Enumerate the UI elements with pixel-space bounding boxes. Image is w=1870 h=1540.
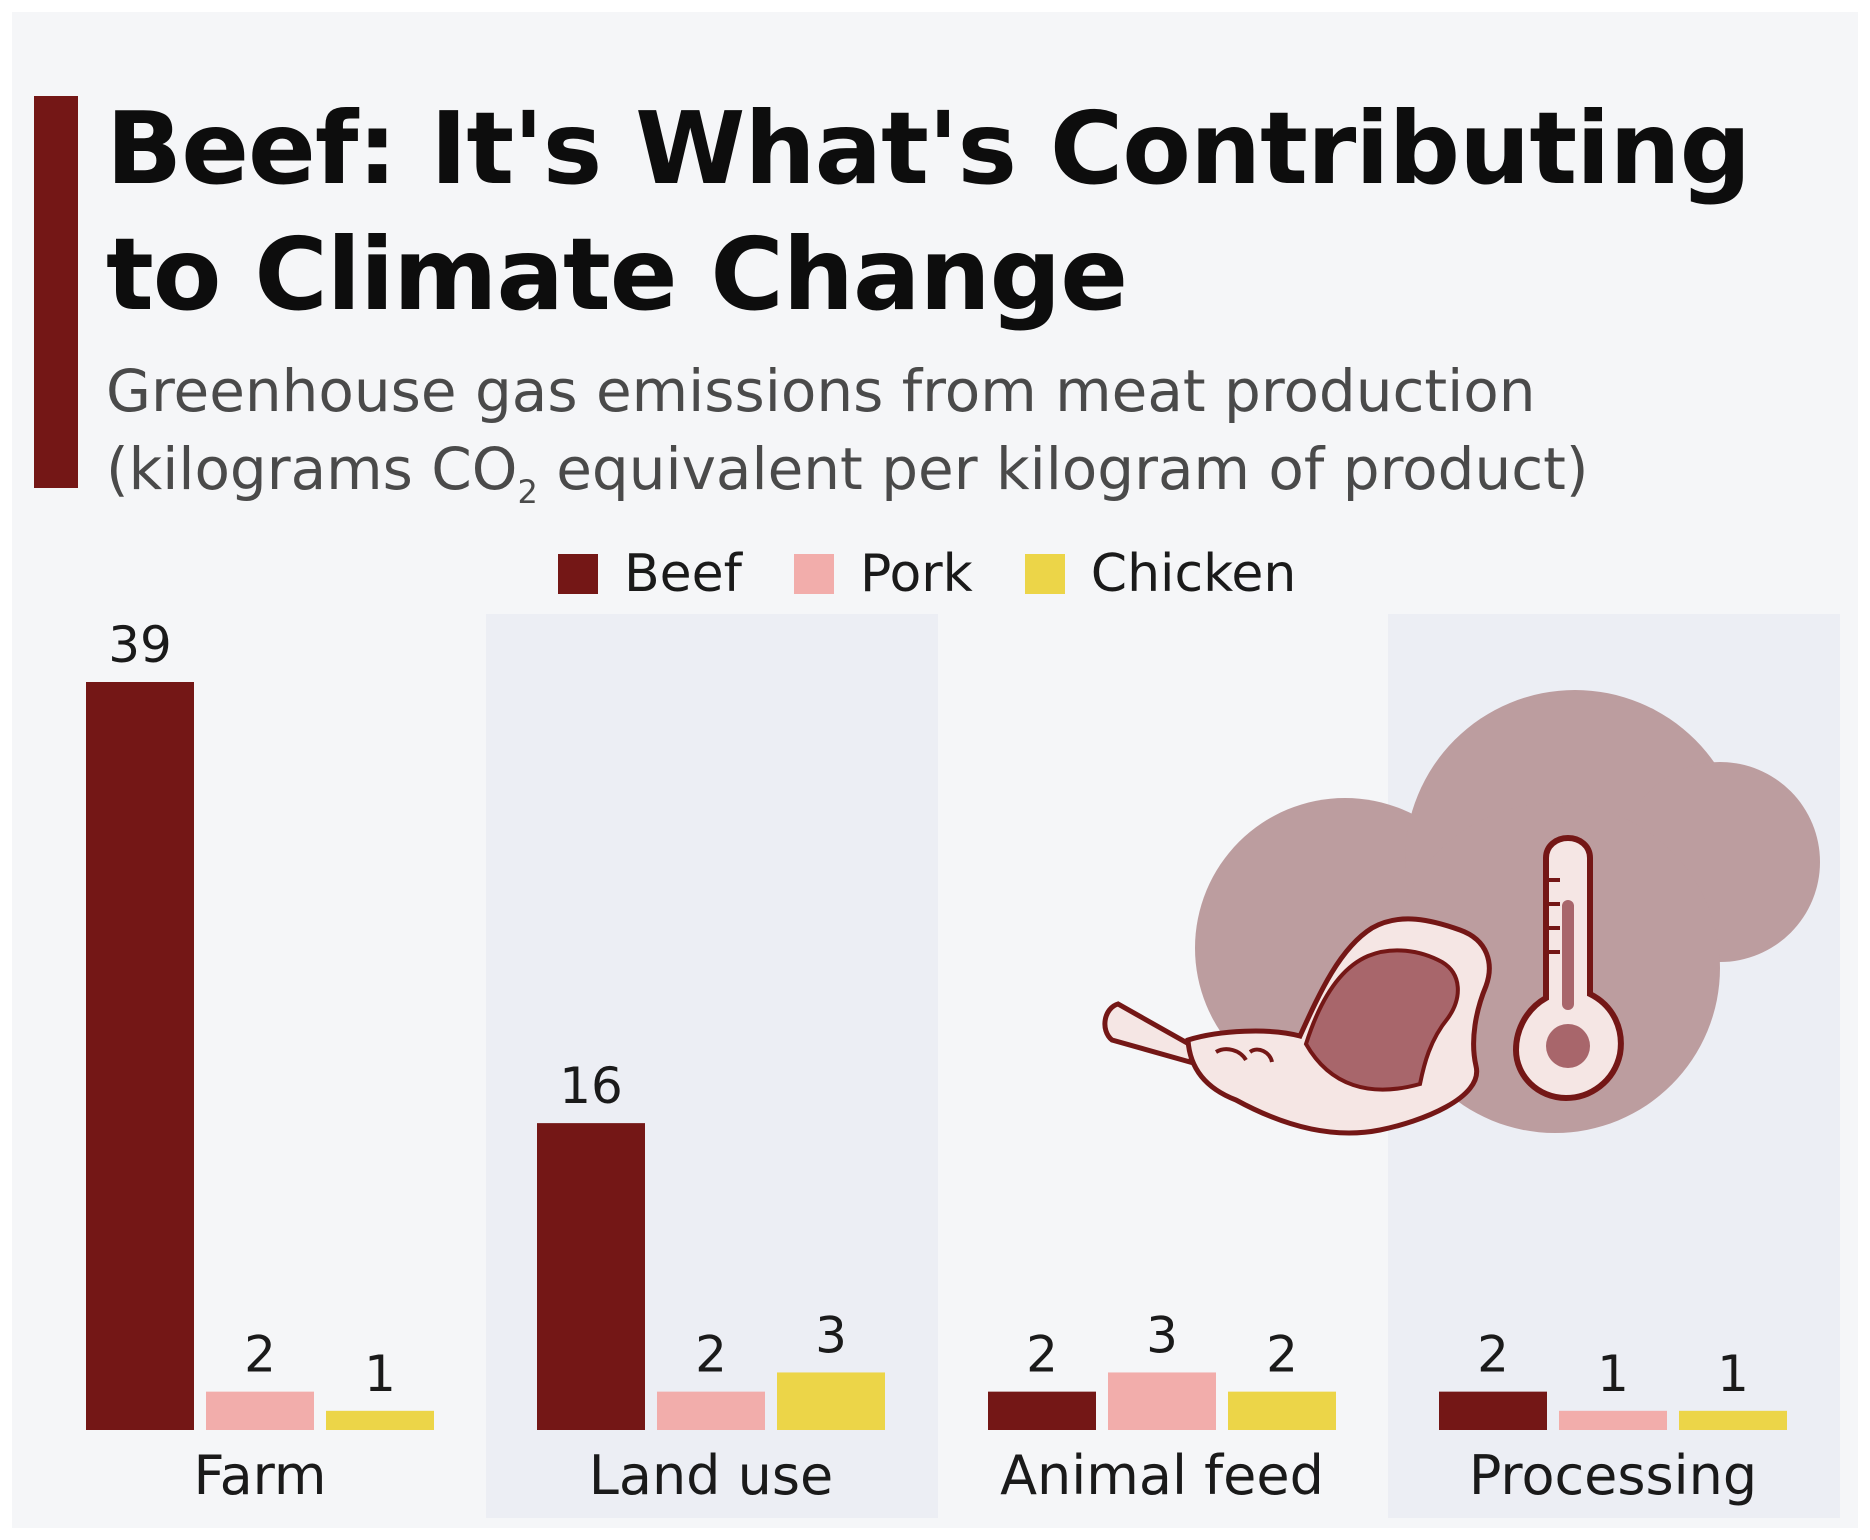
- legend-item-chicken: Chicken: [1024, 544, 1297, 604]
- title-accent-bar: [34, 96, 78, 488]
- illustration: [1102, 690, 1820, 1136]
- subtitle-unit-subscript: 2: [517, 473, 538, 511]
- category-label-animal-feed: Animal feed: [1000, 1444, 1324, 1507]
- subtitle-line-2: (kilograms CO2 equivalent per kilogram o…: [106, 430, 1806, 508]
- value-label-processing-pork: 1: [1597, 1345, 1629, 1403]
- legend-swatch-chicken: [1024, 554, 1065, 594]
- legend-label-pork: Pork: [859, 544, 973, 604]
- category-label-farm: Farm: [193, 1444, 326, 1507]
- legend-swatch-beef: [558, 554, 598, 594]
- bar-land-use-chicken: [777, 1372, 885, 1430]
- bar-processing-pork: [1559, 1410, 1667, 1430]
- chart-subtitle: Greenhouse gas emissions from meat produ…: [106, 352, 1806, 508]
- category-label-land-use: Land use: [589, 1444, 833, 1507]
- chart-legend: Beef Pork Chicken: [558, 544, 1296, 604]
- value-label-farm-chicken: 1: [364, 1345, 396, 1403]
- value-label-animal-feed-beef: 2: [1026, 1326, 1058, 1384]
- category-label-processing: Processing: [1469, 1444, 1757, 1507]
- value-label-farm-pork: 2: [244, 1326, 276, 1384]
- thermometer-icon: [1512, 834, 1624, 1102]
- subtitle-unit-prefix: (kilograms CO: [106, 435, 518, 503]
- legend-item-pork: Pork: [793, 544, 973, 604]
- category-labels: Farm Land use Animal feed Processing: [193, 1444, 1757, 1507]
- value-label-animal-feed-chicken: 2: [1266, 1326, 1298, 1384]
- legend-swatch-pork: [793, 554, 834, 594]
- bar-land-use-pork: [657, 1391, 765, 1430]
- bar-farm-beef: [86, 682, 194, 1430]
- value-labels: 39 2 1 16 2 3 2 3 2 2 1 1: [108, 616, 1749, 1403]
- steak-icon: [1102, 916, 1492, 1136]
- bar-farm-pork: [206, 1391, 314, 1430]
- bar-land-use-beef: [537, 1123, 645, 1430]
- value-label-land-use-beef: 16: [559, 1057, 623, 1115]
- value-label-farm-beef: 39: [108, 616, 172, 674]
- value-label-land-use-pork: 2: [695, 1326, 727, 1384]
- value-label-animal-feed-pork: 3: [1146, 1306, 1178, 1364]
- value-label-processing-beef: 2: [1477, 1326, 1509, 1384]
- bars: [86, 682, 1787, 1430]
- value-label-processing-chicken: 1: [1717, 1345, 1749, 1403]
- chart-title: Beef: It's What's Contributing to Climat…: [106, 90, 1751, 333]
- bar-animal-feed-beef: [988, 1391, 1096, 1430]
- subtitle-line-1: Greenhouse gas emissions from meat produ…: [106, 357, 1536, 425]
- value-label-land-use-chicken: 3: [815, 1306, 847, 1364]
- legend-item-beef: Beef: [558, 544, 742, 604]
- bar-animal-feed-pork: [1108, 1372, 1216, 1430]
- subtitle-unit-suffix: equivalent per kilogram of product): [537, 435, 1589, 503]
- bar-farm-chicken: [326, 1410, 434, 1430]
- bar-processing-beef: [1439, 1391, 1547, 1430]
- bar-animal-feed-chicken: [1228, 1391, 1336, 1430]
- legend-label-chicken: Chicken: [1090, 544, 1297, 604]
- legend-label-beef: Beef: [624, 544, 742, 604]
- bar-processing-chicken: [1679, 1410, 1787, 1430]
